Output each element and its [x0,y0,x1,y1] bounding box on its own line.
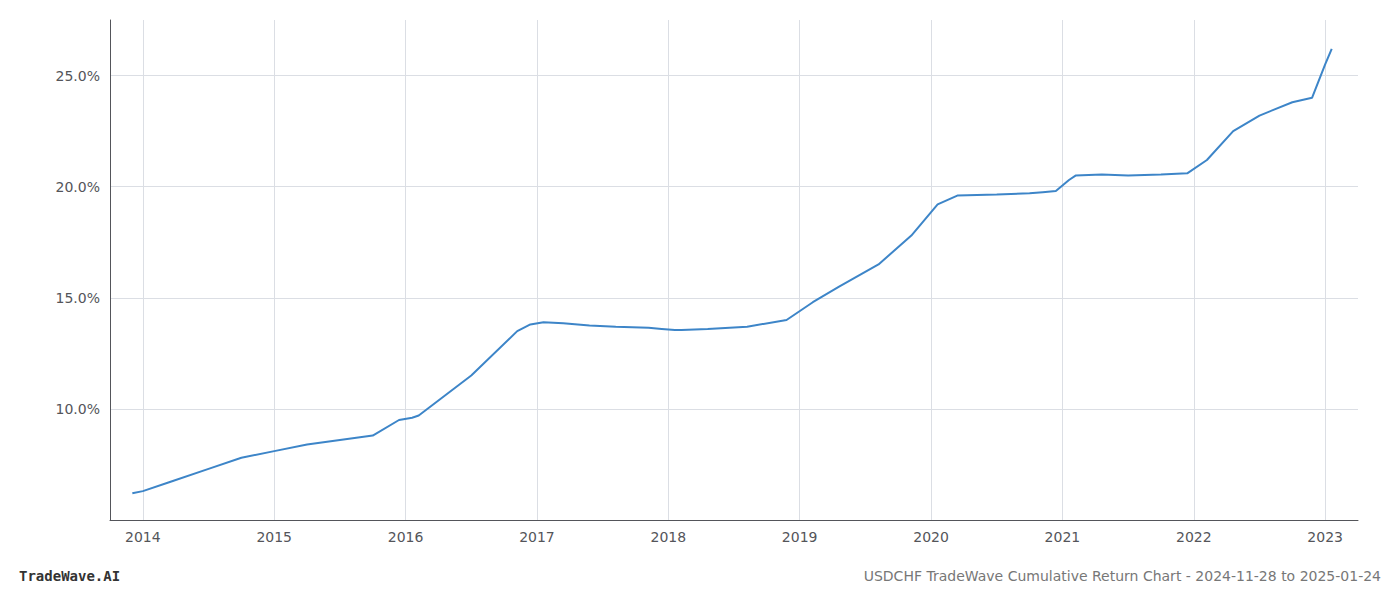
svg-text:2018: 2018 [650,529,686,545]
svg-text:2022: 2022 [1176,529,1212,545]
svg-text:2015: 2015 [256,529,292,545]
svg-text:25.0%: 25.0% [56,68,100,84]
svg-text:2016: 2016 [388,529,424,545]
svg-text:2019: 2019 [782,529,818,545]
svg-text:2020: 2020 [913,529,949,545]
svg-text:USDCHF TradeWave Cumulative Re: USDCHF TradeWave Cumulative Return Chart… [864,568,1381,584]
svg-text:2017: 2017 [519,529,555,545]
svg-text:10.0%: 10.0% [56,401,100,417]
svg-text:15.0%: 15.0% [56,290,100,306]
svg-text:TradeWave.AI: TradeWave.AI [19,568,120,584]
svg-text:20.0%: 20.0% [56,179,100,195]
svg-text:2023: 2023 [1307,529,1343,545]
svg-text:2014: 2014 [125,529,161,545]
svg-text:2021: 2021 [1045,529,1081,545]
